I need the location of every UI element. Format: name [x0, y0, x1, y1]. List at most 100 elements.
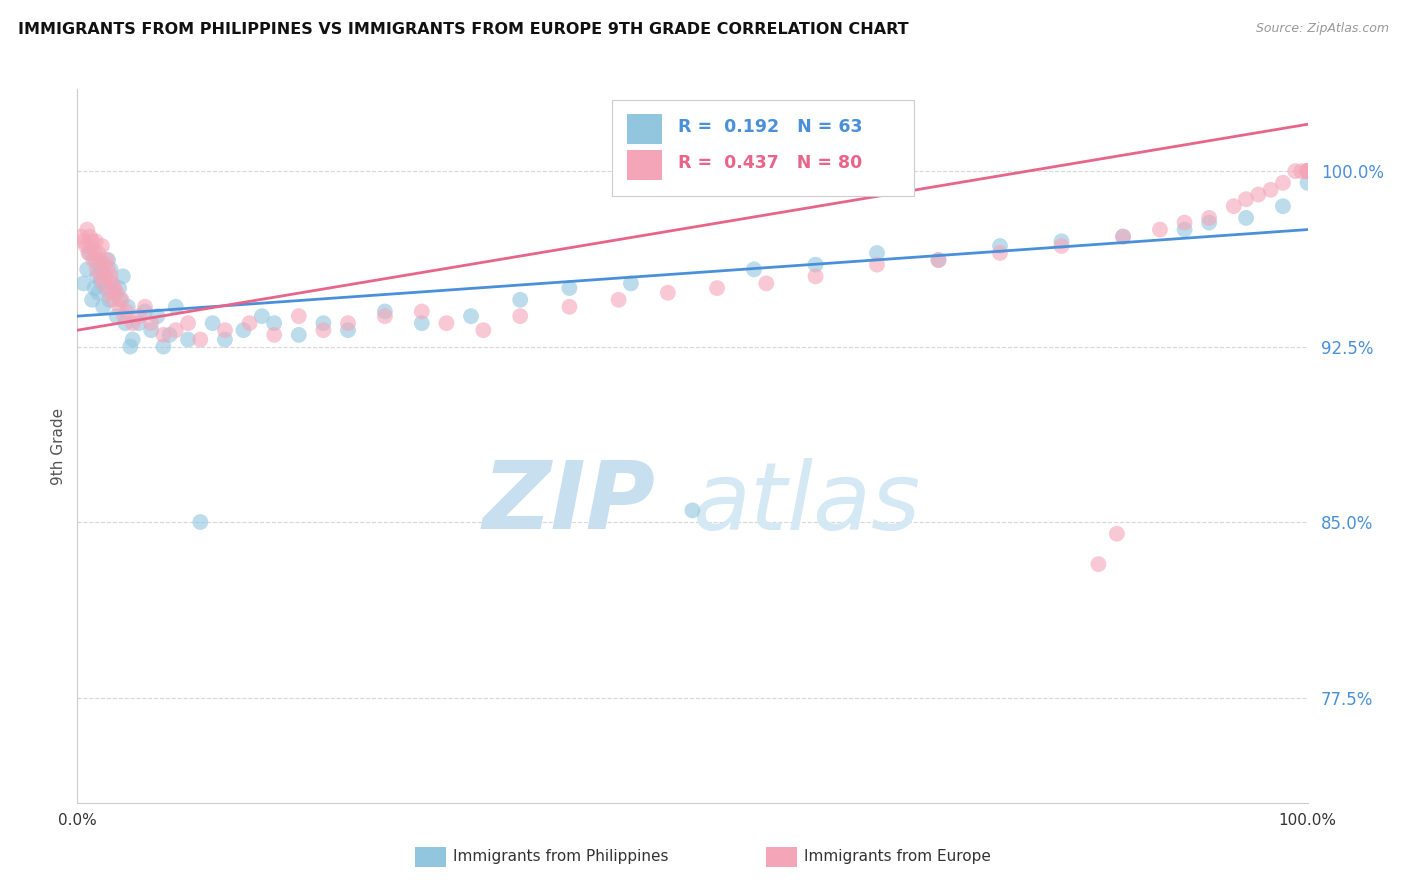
Point	[87, 246, 110, 260]
Point	[100, 269, 122, 284]
Point	[1260, 183, 1282, 197]
Point	[134, 300, 156, 314]
Point	[84, 252, 107, 267]
Text: R =  0.192   N = 63: R = 0.192 N = 63	[678, 118, 862, 136]
Point	[93, 258, 115, 272]
Text: Source: ZipAtlas.com: Source: ZipAtlas.com	[1256, 22, 1389, 36]
Point	[1296, 164, 1319, 178]
Point	[75, 239, 97, 253]
Point	[177, 316, 200, 330]
Point	[87, 285, 110, 300]
Point	[128, 316, 150, 330]
Point	[114, 316, 136, 330]
Point	[72, 277, 94, 291]
Point	[141, 316, 163, 330]
Point	[108, 300, 131, 314]
Point	[1234, 211, 1257, 225]
Point	[1198, 216, 1220, 230]
Point	[312, 316, 335, 330]
Point	[374, 304, 396, 318]
Point	[90, 274, 112, 288]
Point	[558, 300, 581, 314]
Point	[82, 293, 104, 307]
Text: IMMIGRANTS FROM PHILIPPINES VS IMMIGRANTS FROM EUROPE 9TH GRADE CORRELATION CHAR: IMMIGRANTS FROM PHILIPPINES VS IMMIGRANT…	[18, 22, 908, 37]
Point	[98, 293, 121, 307]
Point	[1050, 239, 1073, 253]
Point	[90, 269, 112, 284]
Point	[94, 269, 117, 284]
Point	[89, 258, 111, 272]
Point	[682, 503, 704, 517]
Point	[1296, 164, 1319, 178]
Point	[1296, 164, 1319, 178]
Point	[436, 316, 458, 330]
Point	[98, 285, 121, 300]
Bar	[613, 100, 914, 196]
Point	[188, 333, 212, 347]
Point	[509, 293, 531, 307]
Point	[86, 269, 108, 284]
Point	[558, 281, 581, 295]
Point	[411, 316, 433, 330]
Point	[94, 281, 117, 295]
Point	[103, 285, 125, 300]
Point	[988, 239, 1011, 253]
Point	[337, 316, 360, 330]
Point	[110, 293, 132, 307]
Point	[706, 281, 728, 295]
Point	[115, 304, 138, 318]
Point	[97, 252, 120, 267]
Point	[1234, 192, 1257, 206]
Point	[1149, 222, 1171, 236]
Text: atlas: atlas	[693, 458, 921, 549]
Point	[177, 333, 200, 347]
Point	[128, 309, 150, 323]
Point	[312, 323, 335, 337]
Point	[214, 323, 236, 337]
Point	[866, 258, 889, 272]
Point	[755, 277, 778, 291]
Point	[1284, 164, 1306, 178]
Bar	[627, 150, 662, 180]
Point	[657, 285, 679, 300]
Point	[91, 300, 114, 314]
Point	[101, 277, 124, 291]
Point	[201, 316, 224, 330]
Point	[121, 333, 143, 347]
Point	[509, 309, 531, 323]
Point	[84, 234, 107, 248]
Point	[607, 293, 630, 307]
Point	[76, 262, 98, 277]
Point	[1223, 199, 1246, 213]
Point	[1198, 211, 1220, 225]
Point	[232, 323, 254, 337]
Point	[239, 316, 262, 330]
Point	[460, 309, 482, 323]
Point	[1296, 164, 1319, 178]
Point	[83, 246, 105, 260]
Point	[105, 285, 128, 300]
Point	[250, 309, 273, 323]
Point	[988, 246, 1011, 260]
Y-axis label: 9th Grade: 9th Grade	[51, 408, 66, 484]
Point	[866, 246, 889, 260]
Point	[90, 239, 114, 253]
Point	[337, 323, 360, 337]
Point	[134, 304, 156, 318]
Point	[1087, 557, 1109, 571]
Point	[263, 327, 285, 342]
Point	[1296, 164, 1319, 178]
Point	[928, 252, 950, 267]
Point	[1112, 229, 1135, 244]
Point	[1296, 164, 1319, 178]
Point	[1296, 164, 1319, 178]
Point	[1050, 234, 1073, 248]
Point	[1272, 176, 1295, 190]
Point	[411, 304, 433, 318]
Point	[117, 300, 139, 314]
Point	[159, 327, 181, 342]
Point	[620, 277, 643, 291]
Point	[77, 246, 100, 260]
Text: R =  0.437   N = 80: R = 0.437 N = 80	[678, 153, 862, 171]
Point	[79, 246, 101, 260]
